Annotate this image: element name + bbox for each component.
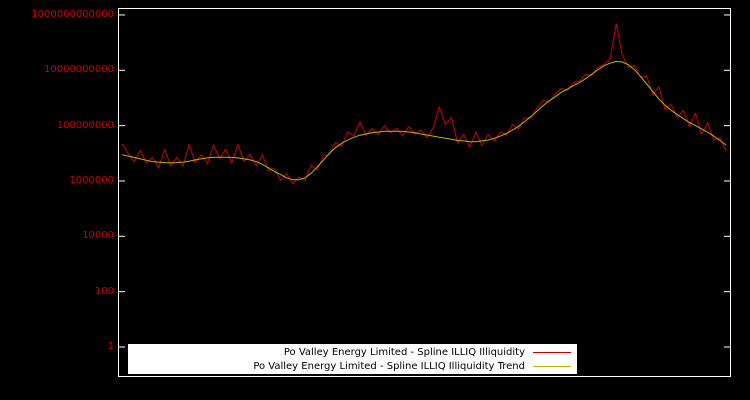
- y-tick-label: 100000000: [56, 119, 114, 131]
- legend-row-illiquidity: Po Valley Energy Limited - Spline ILLIQ …: [128, 345, 577, 359]
- legend-row-trend: Po Valley Energy Limited - Spline ILLIQ …: [128, 359, 577, 373]
- y-tick-label: 1000000: [69, 174, 114, 186]
- legend-swatch-illiquidity-line-icon: [533, 351, 571, 353]
- series-line-illiquidity: [121, 23, 727, 185]
- y-tick-label: 10000000000: [44, 64, 114, 76]
- legend-label-trend: Po Valley Energy Limited - Spline ILLIQ …: [253, 360, 525, 372]
- y-tick-label: 100: [94, 285, 114, 297]
- axis-box: [118, 8, 731, 377]
- legend-label-illiquidity: Po Valley Energy Limited - Spline ILLIQ …: [283, 346, 525, 358]
- y-tick-label: 1: [107, 341, 114, 352]
- series-line-trend: [121, 60, 727, 181]
- legend: Po Valley Energy Limited - Spline ILLIQ …: [128, 344, 577, 374]
- y-tick-label: 10000: [82, 230, 114, 242]
- y-tick-label: 1000000000000: [31, 8, 114, 20]
- legend-swatch-trend-line-icon: [533, 365, 571, 367]
